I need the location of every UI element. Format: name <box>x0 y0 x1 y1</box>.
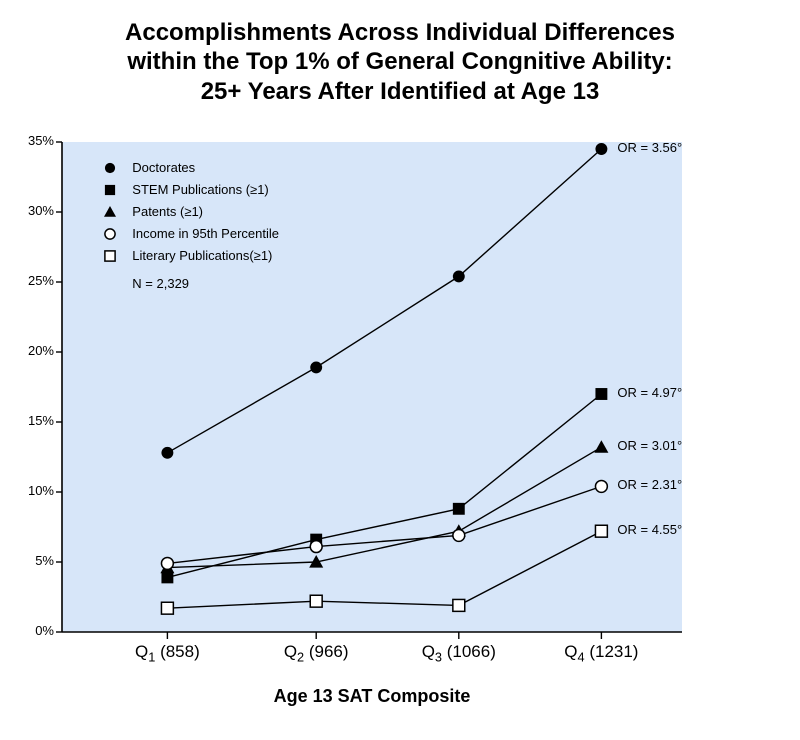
x-tick-label: Q3 (1066) <box>404 642 514 664</box>
series-annotation: OR = 3.56° <box>617 140 682 155</box>
y-tick-label: 35% <box>14 133 54 148</box>
y-tick-label: 30% <box>14 203 54 218</box>
legend-label: Income in 95th Percentile <box>132 226 279 241</box>
legend-marker-icon <box>102 248 118 264</box>
legend-n-row: N = 2,329 <box>102 273 279 295</box>
legend-label: Doctorates <box>132 160 195 175</box>
legend-item: Doctorates <box>102 157 279 179</box>
chart-area: Doctorates STEM Publications (≥1) Patents … <box>0 0 800 740</box>
legend-marker-icon <box>102 226 118 242</box>
legend-spacer <box>102 276 118 292</box>
x-tick-label: Q4 (1231) <box>546 642 656 664</box>
legend-label: Patents (≥1) <box>132 204 203 219</box>
figure-root: Accomplishments Across Individual Differ… <box>0 0 800 740</box>
legend-marker-icon <box>102 160 118 176</box>
y-tick-label: 20% <box>14 343 54 358</box>
series-annotation: OR = 4.97° <box>617 385 682 400</box>
x-tick-label: Q2 (966) <box>261 642 371 664</box>
legend-marker-icon <box>102 204 118 220</box>
series-annotation: OR = 2.31° <box>617 477 682 492</box>
x-axis-label: Age 13 SAT Composite <box>62 686 682 707</box>
legend-item: Literary Publications(≥1) <box>102 245 279 267</box>
y-tick-label: 15% <box>14 413 54 428</box>
x-tick-label: Q1 (858) <box>112 642 222 664</box>
y-tick-label: 0% <box>14 623 54 638</box>
plot-svg <box>0 0 800 740</box>
legend-label: STEM Publications (≥1) <box>132 182 268 197</box>
y-tick-label: 25% <box>14 273 54 288</box>
legend-item: Income in 95th Percentile <box>102 223 279 245</box>
y-tick-label: 10% <box>14 483 54 498</box>
legend: Doctorates STEM Publications (≥1) Patents … <box>102 157 279 295</box>
legend-item: Patents (≥1) <box>102 201 279 223</box>
legend-n-label: N = 2,329 <box>132 276 189 291</box>
series-annotation: OR = 3.01° <box>617 438 682 453</box>
legend-label: Literary Publications(≥1) <box>132 248 272 263</box>
y-tick-label: 5% <box>14 553 54 568</box>
legend-marker-icon <box>102 182 118 198</box>
legend-item: STEM Publications (≥1) <box>102 179 279 201</box>
series-annotation: OR = 4.55° <box>617 522 682 537</box>
